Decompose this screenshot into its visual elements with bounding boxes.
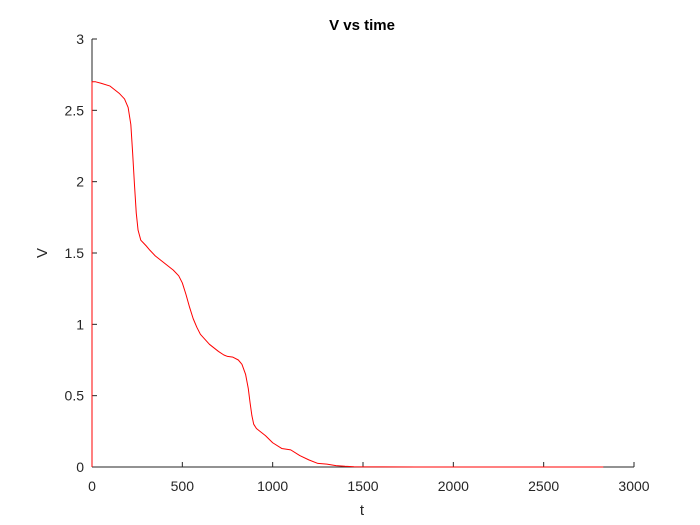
axes: 0 500 1000 1500 2000 2500 3000 0 0.5 1 1.5 2 2.5 3 bbox=[65, 31, 650, 494]
y-tick-label: 2 bbox=[76, 174, 84, 190]
x-tick-label: 2500 bbox=[528, 478, 559, 494]
x-tick-label: 3000 bbox=[618, 478, 649, 494]
x-axis-label: t bbox=[360, 502, 365, 519]
y-tick-label: 0 bbox=[76, 459, 84, 475]
y-tick-label: 1 bbox=[76, 316, 84, 332]
x-tick-label: 1500 bbox=[347, 478, 378, 494]
y-tick-label: 1.5 bbox=[65, 245, 85, 261]
y-tick-label: 0.5 bbox=[65, 388, 85, 404]
y-tick-label: 3 bbox=[76, 31, 84, 47]
x-tick-label: 500 bbox=[171, 478, 195, 494]
series-line-v bbox=[91, 81, 604, 468]
y-tick-label: 2.5 bbox=[65, 102, 85, 118]
y-axis-label: V bbox=[34, 248, 51, 258]
x-tick-label: 2000 bbox=[438, 478, 469, 494]
x-tick-label: 0 bbox=[88, 478, 96, 494]
x-tick-label: 1000 bbox=[257, 478, 288, 494]
series-layer bbox=[91, 81, 604, 468]
chart-title: V vs time bbox=[329, 17, 395, 34]
